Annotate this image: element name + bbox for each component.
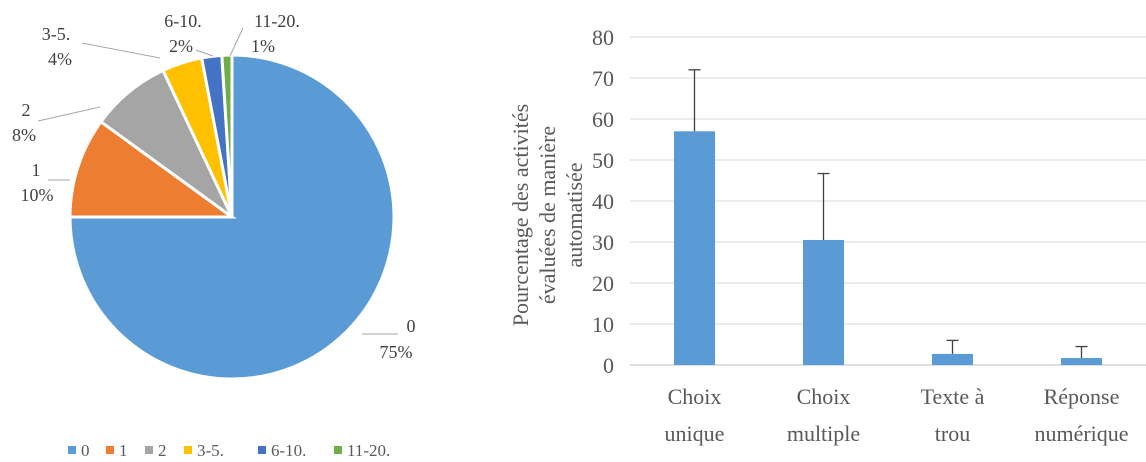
pie-slice-11-20	[220, 53, 234, 218]
y-tick-label: 0	[603, 353, 614, 378]
legend-swatch	[145, 446, 153, 454]
x-category-label: unique	[665, 421, 725, 446]
pie-leader-line	[37, 106, 101, 122]
bar-choix-unique	[674, 131, 715, 365]
pie-legend: 0 1 2 3-5. 6-10. 11-20.	[68, 441, 390, 460]
pie-leader-line	[195, 49, 214, 57]
y-tick-label: 80	[592, 25, 614, 50]
x-category-label: multiple	[787, 421, 860, 446]
y-tick-label: 40	[592, 189, 614, 214]
x-category-label: Texte à	[921, 384, 985, 409]
pie-label-11-20: 11-20.	[254, 11, 300, 31]
x-category-label: Choix	[797, 384, 851, 409]
y-axis-title-line: Pourcentage des activités	[508, 104, 533, 326]
pie-pct-11-20: 1%	[251, 36, 275, 56]
pie-label-1: 1	[32, 160, 41, 180]
bar-texte-a-trou	[932, 353, 973, 365]
y-tick-label: 20	[592, 271, 614, 296]
bar-reponse-numerique	[1061, 358, 1102, 365]
legend-item-0: 0	[81, 441, 90, 460]
legend-swatch	[68, 446, 76, 454]
pie-leader-line	[81, 42, 161, 59]
legend-item-3-5: 3-5.	[197, 441, 224, 460]
legend-swatch	[184, 446, 192, 454]
pie-label-3-5: 3-5.	[42, 24, 71, 44]
y-tick-label: 10	[592, 312, 614, 337]
y-tick-label: 70	[592, 66, 614, 91]
pie-pct-1: 10%	[21, 185, 54, 205]
bar-chart: 0 10 20 30 40 50 60 70 80 Pourcentage des activit…	[508, 25, 1146, 446]
pie-label-2: 2	[22, 100, 31, 120]
legend-swatch	[258, 446, 266, 454]
x-category-label: numérique	[1034, 421, 1128, 446]
legend-item-1: 1	[119, 441, 128, 460]
pie-pct-2: 8%	[12, 125, 36, 145]
legend-item-11-20: 11-20.	[347, 441, 390, 460]
pie-label-0: 0	[407, 316, 416, 336]
y-tick-label: 30	[592, 230, 614, 255]
pie-leader-line	[229, 27, 244, 57]
legend-item-2: 2	[158, 441, 167, 460]
y-axis-title-line: automatisée	[562, 162, 587, 267]
pie-label-6-10: 6-10.	[164, 11, 202, 31]
legend-item-6-10: 6-10.	[271, 441, 306, 460]
y-tick-label: 60	[592, 107, 614, 132]
x-category-label: Réponse	[1044, 384, 1120, 409]
pie-pct-0: 75%	[380, 342, 413, 362]
x-category-label: Choix	[668, 384, 722, 409]
pie-pct-6-10: 2%	[169, 36, 193, 56]
y-axis-title-line: évaluées de manière	[535, 126, 560, 304]
pie-pct-3-5: 4%	[48, 49, 72, 69]
x-category-label: trou	[935, 421, 970, 446]
legend-swatch	[334, 446, 342, 454]
pie-slice-1	[68, 119, 237, 219]
y-tick-label: 50	[592, 148, 614, 173]
bar-choix-multiple	[803, 239, 844, 365]
y-axis-title: Pourcentage des activités évaluées de man…	[508, 104, 587, 326]
legend-swatch	[106, 446, 114, 454]
pie-chart: 0 75% 1 10% 2 8% 3-5. 4% 6-10. 2% 11-20. 1%	[12, 11, 416, 381]
